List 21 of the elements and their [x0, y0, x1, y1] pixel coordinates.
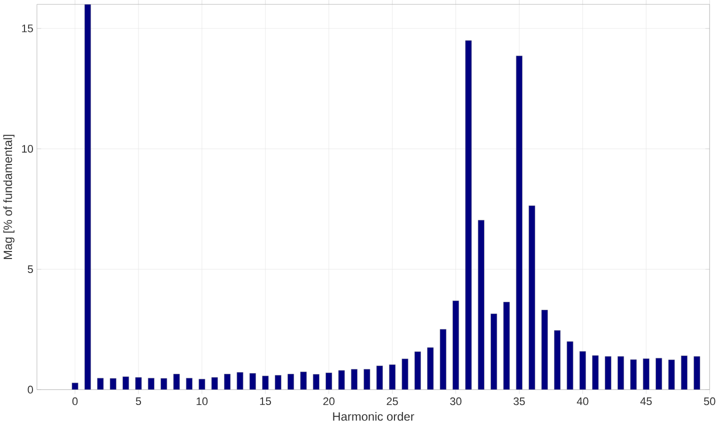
x-tick-label: 10 [196, 397, 208, 406]
x-tick-label: 20 [323, 397, 334, 406]
x-tick-label: 40 [576, 397, 588, 406]
bar [236, 372, 244, 390]
x-tick-label: 0 [72, 397, 78, 406]
x-tick-label: 5 [136, 397, 142, 406]
x-tick-label: 35 [514, 397, 525, 406]
x-axis-title: Harmonic order [333, 412, 414, 421]
y-tick-label: 5 [28, 265, 33, 274]
x-tick-label: 45 [640, 397, 652, 406]
y-tick-label: 15 [22, 24, 33, 32]
x-tick-label: 25 [386, 397, 398, 406]
y-axis-title: Mag [% of fundamental] [3, 134, 14, 259]
x-tick-label: 15 [260, 397, 272, 406]
x-tick-label: 50 [704, 397, 716, 406]
y-tick-label: 0 [28, 386, 33, 394]
bar [566, 341, 574, 390]
bar [402, 358, 408, 390]
y-tick-label: 10 [22, 144, 33, 153]
bar [72, 382, 78, 390]
x-tick-label: 30 [450, 397, 462, 406]
